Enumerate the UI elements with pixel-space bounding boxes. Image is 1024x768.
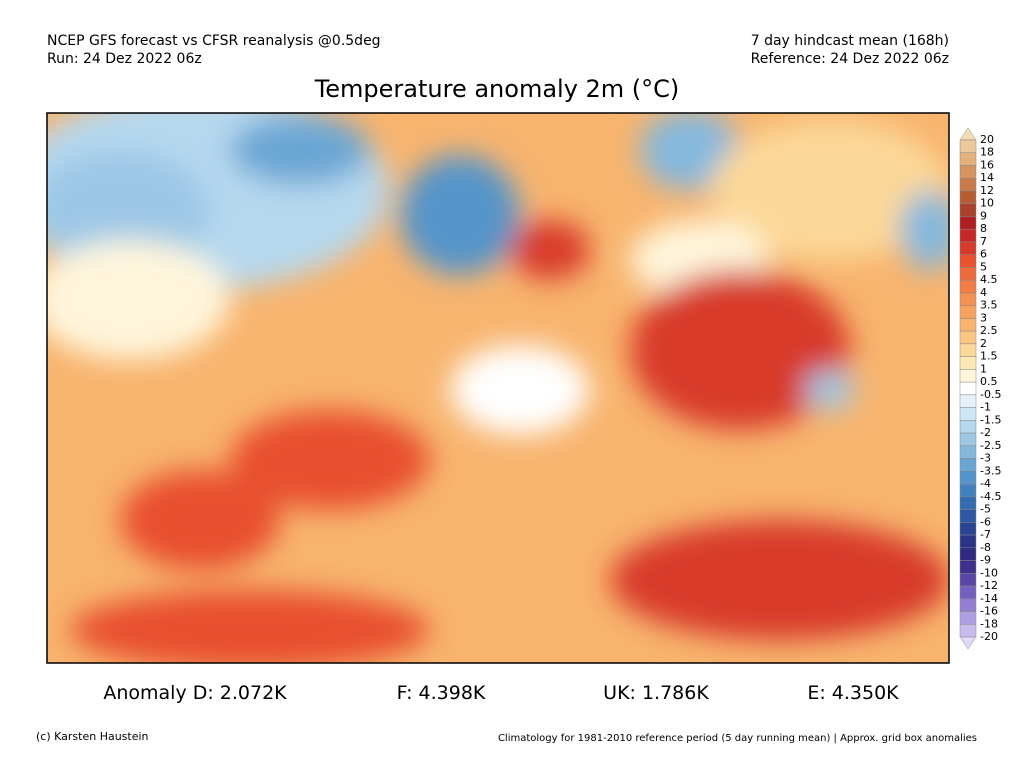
stat-e: E: 4.350K	[807, 682, 899, 704]
colorbar-segment	[959, 547, 977, 561]
colorbar-cap	[959, 636, 977, 650]
colorbar-segment	[959, 598, 977, 612]
colorbar-label: -2	[980, 426, 991, 439]
colorbar-label: -7	[980, 528, 991, 541]
colorbar-segment	[959, 407, 977, 421]
colorbar-label: 1	[980, 362, 987, 375]
colorbar-segment	[959, 177, 977, 192]
colorbar-segment	[959, 203, 977, 217]
colorbar-segment	[959, 318, 977, 332]
colorbar-label: -4.5	[980, 490, 1001, 503]
colorbar-label: -2.5	[980, 439, 1001, 452]
colorbar-segment	[959, 165, 977, 179]
colorbar-label: -1	[980, 401, 991, 414]
colorbar-segment	[959, 343, 977, 357]
colorbar-segment	[959, 522, 977, 536]
colorbar-label: 3.5	[980, 299, 998, 312]
colorbar-label: 12	[980, 184, 994, 197]
colorbar-label: 10	[980, 197, 994, 210]
footer-left: (c) Karsten Haustein	[36, 730, 149, 743]
colorbar-label: -20	[980, 630, 998, 643]
header-right-1: 7 day hindcast mean (168h)	[751, 33, 949, 49]
colorbar-segment	[959, 432, 977, 447]
colorbar-label: 9	[980, 209, 987, 222]
colorbar-segment	[959, 496, 977, 510]
colorbar-label: 16	[980, 158, 994, 171]
colorbar-label: -18	[980, 617, 998, 630]
stat-f: F: 4.398K	[397, 682, 486, 704]
colorbar-label: -14	[980, 592, 998, 605]
colorbar-segment	[959, 471, 977, 485]
colorbar-label: -9	[980, 554, 991, 567]
colorbar-cap	[959, 127, 977, 141]
colorbar-label: 3	[980, 311, 987, 324]
colorbar-label: -6	[980, 515, 991, 528]
colorbar-label: 1.5	[980, 350, 998, 363]
colorbar-label: -8	[980, 541, 991, 554]
colorbar-segment	[959, 228, 977, 243]
colorbar-label: -0.5	[980, 388, 1001, 401]
colorbar-label: 2	[980, 337, 987, 350]
colorbar: 201816141210987654.543.532.521.510.5-0.5…	[959, 127, 1001, 650]
colorbar-segment	[959, 394, 977, 408]
colorbar-segment	[959, 585, 977, 600]
colorbar-label: 2.5	[980, 324, 998, 337]
colorbar-segment	[959, 611, 977, 625]
colorbar-segment	[959, 190, 977, 204]
colorbar-segment	[959, 241, 977, 255]
stat-d: Anomaly D: 2.072K	[103, 682, 287, 704]
colorbar-label: 5	[980, 260, 987, 273]
colorbar-segment	[959, 330, 977, 345]
colorbar-segment	[959, 509, 977, 523]
colorbar-label: 8	[980, 222, 987, 235]
colorbar-segment	[959, 369, 977, 383]
colorbar-segment	[959, 356, 977, 370]
map-frame	[46, 112, 950, 664]
header-right-2: Reference: 24 Dez 2022 06z	[751, 51, 949, 67]
colorbar-segment	[959, 573, 977, 587]
map	[47, 113, 949, 663]
colorbar-segment	[959, 624, 977, 638]
colorbar-label: 0.5	[980, 375, 998, 388]
colorbar-label: 14	[980, 171, 994, 184]
colorbar-segment	[959, 267, 977, 281]
colorbar-label: -3	[980, 452, 991, 465]
colorbar-segment	[959, 254, 977, 268]
title: Temperature anomaly 2m (°C)	[314, 75, 680, 103]
colorbar-segment	[959, 305, 977, 319]
colorbar-label: 4	[980, 286, 987, 299]
stat-uk: UK: 1.786K	[603, 682, 709, 704]
colorbar-label: 20	[980, 133, 994, 146]
colorbar-segment	[959, 381, 977, 396]
colorbar-label: -10	[980, 566, 998, 579]
colorbar-segment	[959, 279, 977, 294]
colorbar-segment	[959, 483, 977, 498]
colorbar-segment	[959, 420, 977, 434]
footer-right: Climatology for 1981-2010 reference peri…	[498, 733, 977, 744]
colorbar-label: -1.5	[980, 413, 1001, 426]
colorbar-segment	[959, 458, 977, 472]
colorbar-segment	[959, 534, 977, 549]
colorbar-segment	[959, 139, 977, 153]
header-left-1: NCEP GFS forecast vs CFSR reanalysis @0.…	[47, 33, 381, 49]
colorbar-label: 18	[980, 146, 994, 159]
colorbar-segment	[959, 216, 977, 230]
colorbar-segment	[959, 560, 977, 574]
colorbar-segment	[959, 152, 977, 166]
colorbar-label: 4.5	[980, 273, 998, 286]
header-left-2: Run: 24 Dez 2022 06z	[47, 51, 202, 67]
colorbar-segment	[959, 292, 977, 306]
colorbar-label: -3.5	[980, 464, 1001, 477]
colorbar-segment	[959, 445, 977, 459]
colorbar-label: -5	[980, 503, 991, 516]
colorbar-label: -4	[980, 477, 991, 490]
colorbar-label: -12	[980, 579, 998, 592]
colorbar-label: 7	[980, 235, 987, 248]
colorbar-label: -16	[980, 605, 998, 618]
colorbar-label: 6	[980, 248, 987, 261]
